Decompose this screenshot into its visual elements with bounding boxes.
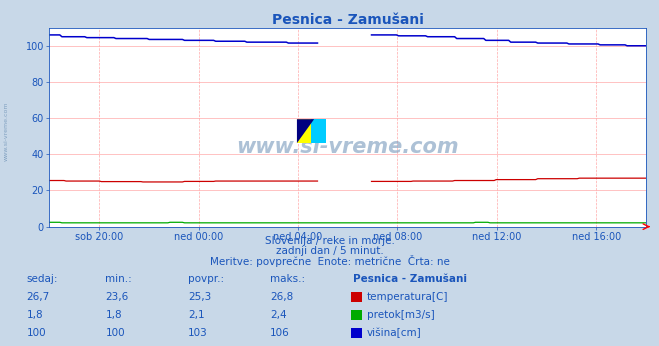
Text: 1,8: 1,8 — [26, 310, 43, 320]
Text: temperatura[C]: temperatura[C] — [367, 292, 449, 302]
Text: Slovenija / reke in morje.: Slovenija / reke in morje. — [264, 236, 395, 246]
Text: sedaj:: sedaj: — [26, 274, 58, 284]
Text: 26,8: 26,8 — [270, 292, 293, 302]
Text: 26,7: 26,7 — [26, 292, 49, 302]
Text: 23,6: 23,6 — [105, 292, 129, 302]
Text: 2,4: 2,4 — [270, 310, 287, 320]
Text: Meritve: povprečne  Enote: metrične  Črta: ne: Meritve: povprečne Enote: metrične Črta:… — [210, 255, 449, 267]
Title: Pesnica - Zamušani: Pesnica - Zamušani — [272, 12, 424, 27]
Text: zadnji dan / 5 minut.: zadnji dan / 5 minut. — [275, 246, 384, 256]
Text: 103: 103 — [188, 328, 208, 338]
Text: Pesnica - Zamušani: Pesnica - Zamušani — [353, 274, 467, 284]
Text: 25,3: 25,3 — [188, 292, 211, 302]
Text: 106: 106 — [270, 328, 290, 338]
Text: 100: 100 — [26, 328, 46, 338]
Text: pretok[m3/s]: pretok[m3/s] — [367, 310, 435, 320]
Bar — [297, 119, 311, 143]
Text: www.si-vreme.com: www.si-vreme.com — [237, 137, 459, 157]
Polygon shape — [297, 119, 314, 143]
Text: min.:: min.: — [105, 274, 132, 284]
Text: 100: 100 — [105, 328, 125, 338]
Text: 2,1: 2,1 — [188, 310, 204, 320]
Text: višina[cm]: višina[cm] — [367, 328, 422, 338]
Text: www.si-vreme.com: www.si-vreme.com — [4, 102, 9, 161]
Text: maks.:: maks.: — [270, 274, 305, 284]
Text: 1,8: 1,8 — [105, 310, 122, 320]
Bar — [311, 119, 326, 143]
Text: povpr.:: povpr.: — [188, 274, 224, 284]
